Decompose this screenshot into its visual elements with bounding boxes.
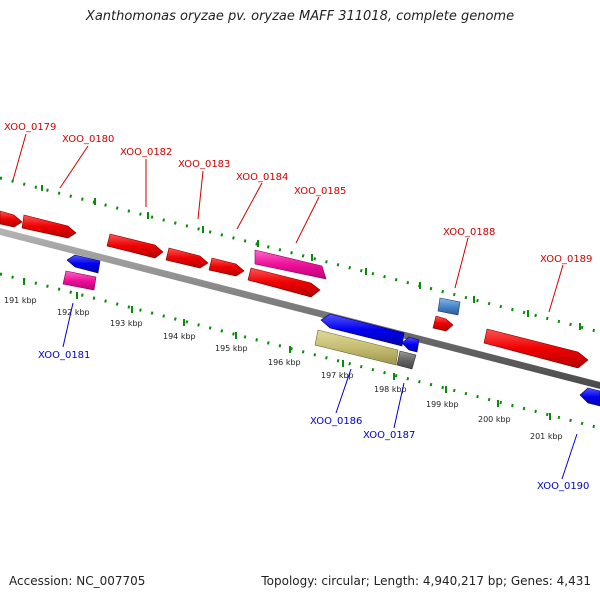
- gene-xoo-0181-pink[interactable]: [62, 270, 97, 291]
- genome-backbone: [0, 228, 600, 389]
- outer-dotted-ring: [0, 176, 600, 334]
- tick-label: 192 kbp: [57, 308, 90, 317]
- gene-label[interactable]: XOO_0179: [4, 122, 56, 133]
- inner-major-ticks: [23, 278, 551, 420]
- gene-label[interactable]: XOO_0186: [310, 416, 362, 427]
- inner-dotted-ring: [0, 272, 600, 430]
- gene-xoo-0186[interactable]: [314, 329, 399, 366]
- gene-label[interactable]: XOO_0182: [120, 147, 172, 158]
- forward-genes: [0, 210, 589, 369]
- gene-label[interactable]: XOO_0187: [363, 430, 415, 441]
- tick-label: 198 kbp: [374, 385, 407, 394]
- gene-xoo-0188[interactable]: [437, 297, 461, 316]
- gene-xoo-0182[interactable]: [106, 233, 164, 259]
- gene-label[interactable]: XOO_0189: [540, 254, 592, 265]
- tick-label: 201 kbp: [530, 432, 563, 441]
- gene-xoo-0190[interactable]: [579, 387, 600, 407]
- gene-xoo-0188-red[interactable]: [432, 315, 454, 332]
- scale-tick-labels: 191 kbp 192 kbp 193 kbp 194 kbp 195 kbp …: [4, 296, 563, 441]
- tick-label: 197 kbp: [321, 371, 354, 380]
- genome-stats: Topology: circular; Length: 4,940,217 bp…: [261, 574, 591, 588]
- gene-xoo-0180[interactable]: [21, 214, 77, 239]
- gene-label[interactable]: XOO_0190: [537, 481, 589, 492]
- gene-labels: XOO_0179 XOO_0180 XOO_0181 XOO_0182 XOO_…: [4, 122, 592, 492]
- gene-xoo-0189[interactable]: [483, 328, 589, 369]
- outer-major-ticks: [41, 185, 581, 330]
- tick-label: 193 kbp: [110, 319, 143, 328]
- gene-xoo-0185-red[interactable]: [247, 267, 321, 298]
- gene-xoo-0179[interactable]: [0, 210, 23, 228]
- gene-xoo-0187[interactable]: [396, 350, 417, 370]
- gene-xoo-0184[interactable]: [208, 257, 245, 277]
- tick-label: 195 kbp: [215, 344, 248, 353]
- tick-label: 200 kbp: [478, 415, 511, 424]
- gene-label[interactable]: XOO_0181: [38, 350, 90, 361]
- gene-label[interactable]: XOO_0185: [294, 186, 346, 197]
- tick-label: 191 kbp: [4, 296, 37, 305]
- gene-xoo-0185[interactable]: [254, 249, 327, 280]
- tick-label: 194 kbp: [163, 332, 196, 341]
- accession-info: Accession: NC_007705: [9, 574, 146, 588]
- gene-label[interactable]: XOO_0180: [62, 134, 114, 145]
- gene-xoo-0183[interactable]: [165, 247, 209, 269]
- reverse-genes: [66, 254, 600, 407]
- gene-label[interactable]: XOO_0188: [443, 227, 495, 238]
- tick-label: 199 kbp: [426, 400, 459, 409]
- gene-label[interactable]: XOO_0183: [178, 159, 230, 170]
- gene-xoo-0186-blue[interactable]: [320, 313, 405, 347]
- tick-label: 196 kbp: [268, 358, 301, 367]
- label-leaders: [12, 133, 578, 480]
- gene-xoo-0181[interactable]: [66, 254, 101, 274]
- map-title: Xanthomonas oryzae pv. oryzae MAFF 31101…: [85, 9, 515, 24]
- gene-label[interactable]: XOO_0184: [236, 172, 288, 183]
- gene-xoo-0187-blue[interactable]: [401, 336, 420, 353]
